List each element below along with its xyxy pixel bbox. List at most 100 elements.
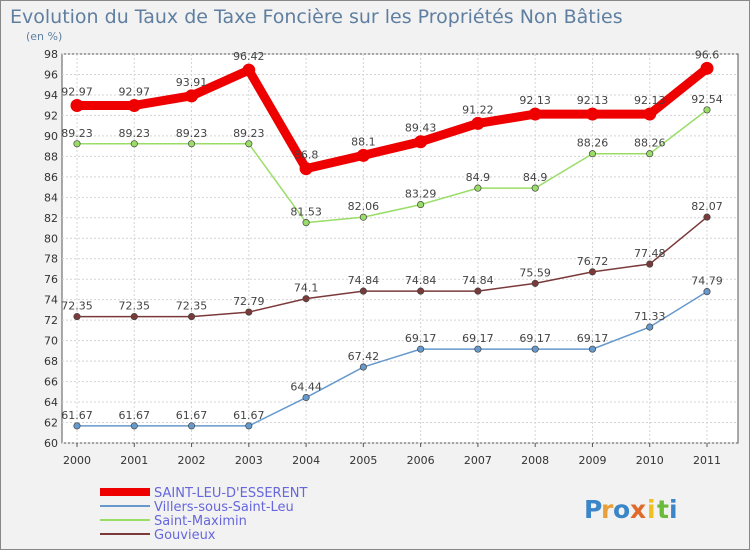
data-point [531, 345, 539, 353]
data-label: 72.35 [119, 300, 151, 313]
y-tick-label: 84 [44, 191, 58, 204]
series-line [76, 216, 708, 318]
data-point [127, 98, 141, 112]
data-label: 89.23 [233, 127, 265, 140]
legend: SAINT-LEU-D'ESSERENTVillers-sous-Saint-L… [100, 486, 308, 543]
data-point [359, 287, 367, 295]
x-tick-label: 2000 [63, 454, 91, 467]
data-point [245, 140, 253, 148]
data-label: 72.79 [233, 295, 265, 308]
data-point [73, 140, 81, 148]
series-line [76, 290, 708, 427]
data-label: 67.42 [348, 350, 380, 363]
y-tick-label: 94 [44, 89, 58, 102]
data-point [531, 184, 539, 192]
data-label: 84.9 [466, 171, 491, 184]
data-label: 92.13 [634, 94, 666, 107]
data-point [474, 287, 482, 295]
data-point [471, 116, 485, 130]
data-point [588, 345, 597, 353]
data-label: 75.59 [519, 266, 551, 279]
data-point [356, 148, 370, 162]
data-label: 61.67 [233, 409, 265, 422]
x-tick-label: 2011 [693, 454, 721, 467]
data-label: 92.97 [119, 85, 151, 98]
data-point [700, 61, 714, 75]
data-point [417, 345, 425, 353]
data-label: 96.6 [695, 48, 720, 61]
data-label: 77.48 [634, 247, 666, 260]
data-label: 74.79 [691, 275, 723, 288]
data-point [299, 162, 313, 176]
data-point [703, 106, 711, 114]
data-label: 69.17 [577, 332, 609, 345]
chart-subtitle: (en %) [26, 30, 62, 43]
series-layer [70, 61, 714, 430]
data-label: 72.35 [176, 300, 208, 313]
y-tick-label: 76 [44, 273, 58, 286]
label-layer: 92.97 92.97 93.91 96.42 86.8 88.1 89.43 91.22 92… [61, 48, 723, 422]
data-label: 74.84 [462, 274, 494, 287]
data-point [245, 308, 253, 316]
logo-letter: i [669, 495, 678, 524]
data-point [414, 135, 428, 149]
y-tick-label: 86 [44, 171, 58, 184]
data-label: 93.91 [176, 76, 208, 89]
data-label: 89.23 [119, 127, 151, 140]
data-label: 74.1 [294, 282, 319, 295]
chart-title: Evolution du Taux de Taxe Foncière sur l… [10, 6, 623, 28]
legend-label: Saint-Maximin [154, 514, 247, 529]
data-label: 89.43 [405, 122, 437, 135]
series-line [72, 63, 712, 174]
y-tick-label: 74 [44, 294, 58, 307]
data-point [643, 107, 657, 121]
logo-letter: r [601, 495, 614, 524]
data-point [130, 140, 138, 148]
data-point [585, 107, 599, 121]
data-label: 74.84 [348, 274, 380, 287]
data-label: 92.97 [61, 85, 93, 98]
logo-letter: o [613, 495, 630, 524]
data-point [474, 184, 482, 192]
data-point [130, 422, 138, 430]
data-point [302, 219, 310, 227]
data-point [359, 213, 367, 221]
data-point [242, 63, 256, 77]
data-label: 89.23 [61, 127, 93, 140]
data-point [531, 279, 539, 287]
data-point [302, 393, 310, 402]
data-label: 61.67 [61, 409, 93, 422]
data-point [528, 107, 542, 121]
y-tick-label: 80 [44, 232, 58, 245]
x-tick-label: 2003 [235, 454, 263, 467]
x-tick-label: 2010 [636, 454, 664, 467]
x-tick-label: 2005 [349, 454, 377, 467]
data-point [646, 323, 654, 331]
data-label: 61.67 [119, 409, 151, 422]
y-tick-label: 70 [44, 335, 58, 348]
x-tick-label: 2001 [120, 454, 148, 467]
y-tick-label: 78 [44, 253, 58, 266]
x-tick-label: 2008 [521, 454, 549, 467]
data-label: 86.8 [294, 149, 319, 162]
legend-label: Villers-sous-Saint-Leu [154, 500, 294, 515]
y-tick-label: 82 [44, 212, 58, 225]
data-point [417, 201, 425, 209]
x-tick-label: 2007 [464, 454, 492, 467]
data-label: 69.17 [519, 332, 551, 345]
data-point [646, 150, 654, 158]
y-tick-label: 60 [44, 437, 58, 450]
series-line [76, 109, 708, 224]
data-point [302, 295, 310, 303]
data-label: 88.26 [634, 137, 666, 150]
data-point [70, 98, 84, 112]
data-label: 64.44 [290, 381, 322, 394]
data-label: 92.13 [519, 94, 551, 107]
y-tick-label: 98 [44, 48, 58, 61]
data-label: 91.22 [462, 103, 494, 116]
y-tick-label: 88 [44, 150, 58, 163]
data-point [417, 287, 425, 295]
data-label: 82.06 [348, 200, 380, 213]
y-tick-label: 92 [44, 109, 58, 122]
data-label: 88.26 [577, 137, 609, 150]
